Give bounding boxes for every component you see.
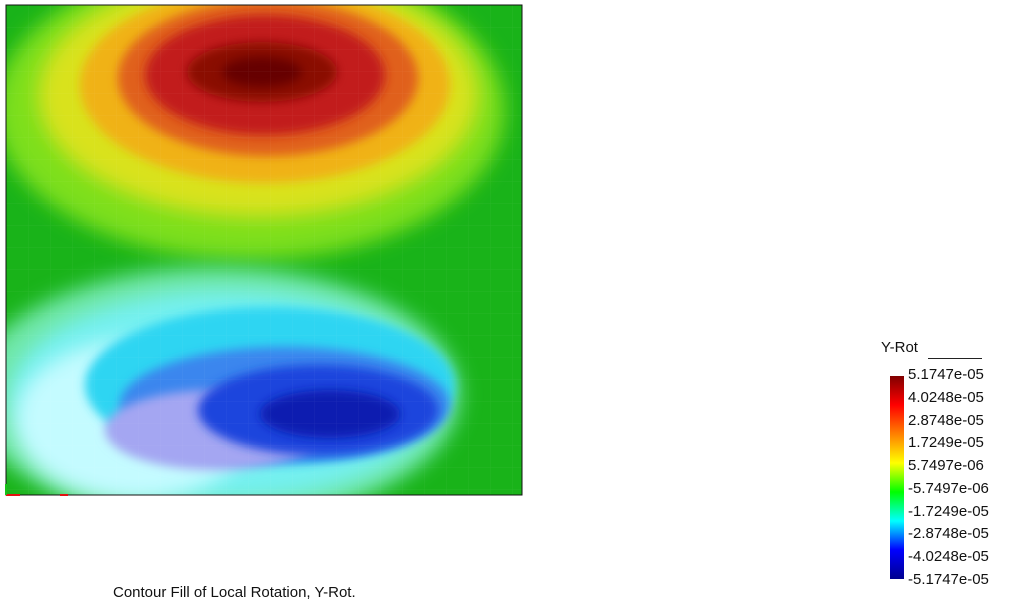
colorbar-tick-label: -4.0248e-05 — [908, 548, 989, 566]
plot-caption: Contour Fill of Local Rotation, Y-Rot. — [113, 584, 356, 601]
contour-field — [6, 5, 522, 495]
colorbar — [890, 376, 904, 579]
colorbar-title: Y-Rot — [881, 339, 918, 356]
colorbar-tick-label: -5.1747e-05 — [908, 571, 989, 588]
colorbar-tick-label: -5.7497e-06 — [908, 479, 989, 497]
colorbar-labels: 5.1747e-05 4.0248e-05 2.8748e-05 1.7249e-05… — [908, 366, 1014, 589]
colorbar-title-rule — [928, 358, 982, 359]
colorbar-tick-label: -2.8748e-05 — [908, 525, 989, 543]
colorbar-tick-label: 1.7249e-05 — [908, 434, 984, 452]
colorbar-tick-label: -1.7249e-05 — [908, 502, 989, 520]
colorbar-tick-label: 4.0248e-05 — [908, 388, 984, 406]
mesh-overlay — [6, 5, 522, 495]
plot-border — [5, 4, 523, 496]
colorbar-tick-label: 5.7497e-06 — [908, 457, 984, 475]
colorbar-tick-label: 2.8748e-05 — [908, 411, 984, 429]
colorbar-tick-label: 5.1747e-05 — [908, 366, 984, 383]
